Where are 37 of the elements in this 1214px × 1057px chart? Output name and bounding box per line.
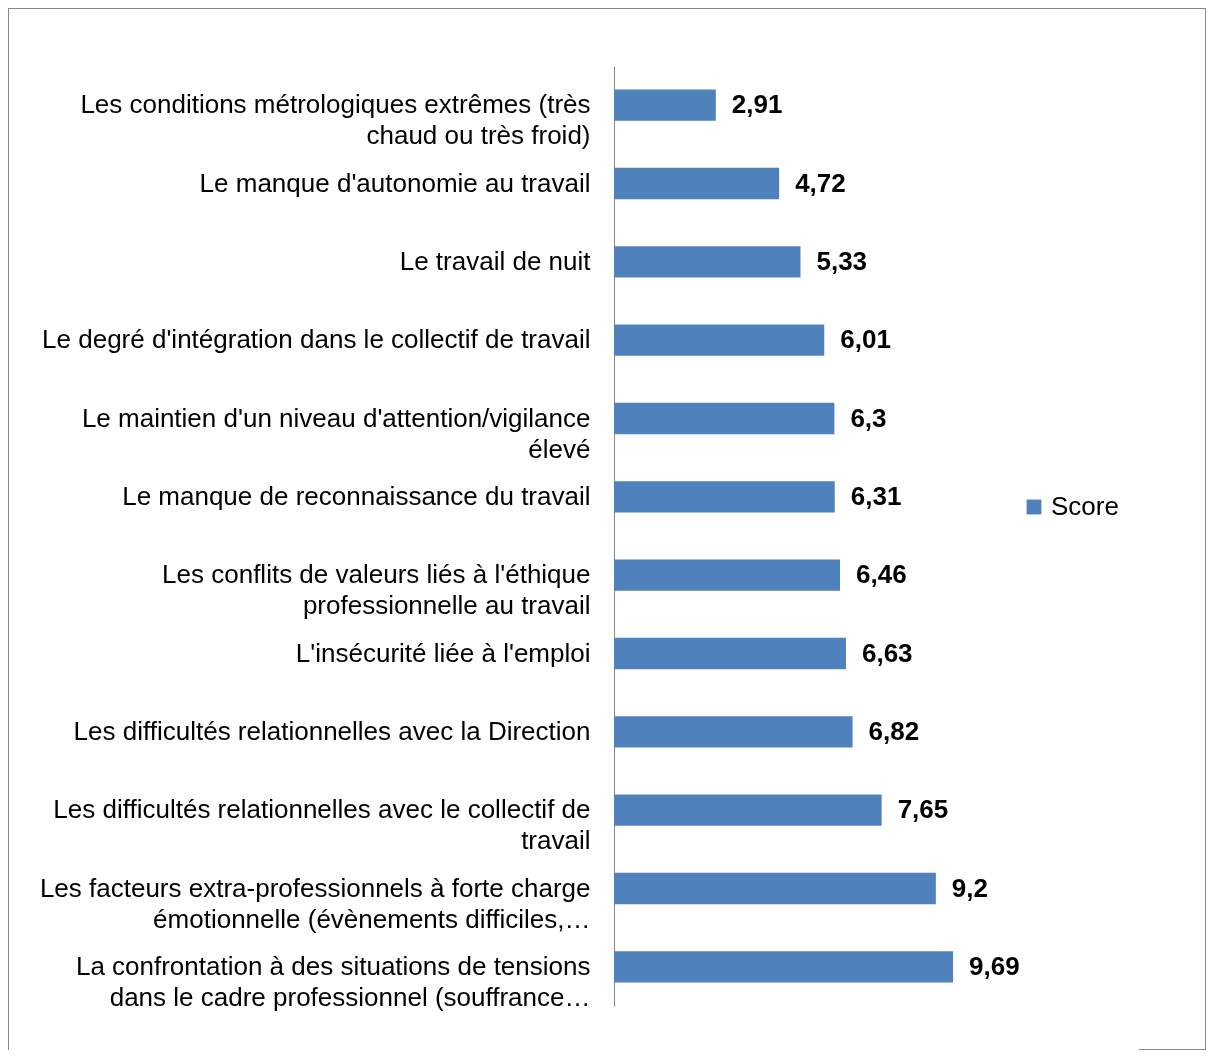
bar	[614, 637, 846, 670]
y-tick-label: Les conflits de valeurs liés à l'éthique professionnelle au travail	[162, 559, 591, 621]
y-tick-label: Le travail de nuit	[399, 245, 592, 276]
bar	[614, 481, 835, 513]
y-tick-label: Les difficultés relationnelles avec la Direction	[73, 715, 591, 746]
y-tick-label: Le maintien d'un niveau d'attention/vigilance élevé	[81, 402, 591, 464]
bar	[614, 89, 716, 121]
data-label: 6,82	[868, 715, 920, 746]
legend-label: Score	[1051, 491, 1119, 521]
data-label: 7,65	[897, 794, 949, 825]
bar	[614, 324, 825, 356]
bar	[614, 246, 801, 278]
data-label: 9,69	[969, 950, 1020, 981]
data-label: 6,31	[850, 480, 902, 511]
bar	[614, 167, 780, 200]
bar	[614, 794, 882, 826]
data-label: 9,2	[951, 872, 989, 903]
y-tick-label: L'insécurité liée à l'emploi	[295, 637, 591, 668]
bar	[614, 716, 853, 748]
data-label: 6,3	[850, 402, 887, 433]
y-tick-label: La confrontation à des situations de tensions dans le cadre professionnel (souffrance…	[75, 950, 591, 1012]
bar	[614, 559, 840, 591]
y-tick-label: Les difficultés relationnelles avec le collectif de travail	[53, 794, 591, 856]
data-label: 4,72	[795, 167, 846, 198]
bar	[614, 951, 953, 983]
data-label: 6,01	[840, 324, 891, 355]
y-tick-label: Le degré d'intégration dans le collectif de travail	[42, 324, 591, 355]
bar	[614, 402, 835, 435]
data-label: 2,91	[731, 89, 783, 120]
y-tick-label: Le manque d'autonomie au travail	[199, 167, 591, 198]
data-label: 6,46	[856, 559, 907, 590]
data-label: 5,33	[816, 245, 868, 276]
y-tick-label: Les conditions métrologiques extrêmes (très chaud ou très froid)	[80, 89, 591, 151]
data-label: 6,63	[861, 637, 913, 668]
bar	[614, 872, 936, 905]
y-tick-label: Le manque de reconnaissance du travail	[122, 480, 591, 511]
y-tick-label: Les facteurs extra-professionnels à forte charge émotionnelle (évènements difficiles,…	[39, 872, 591, 934]
